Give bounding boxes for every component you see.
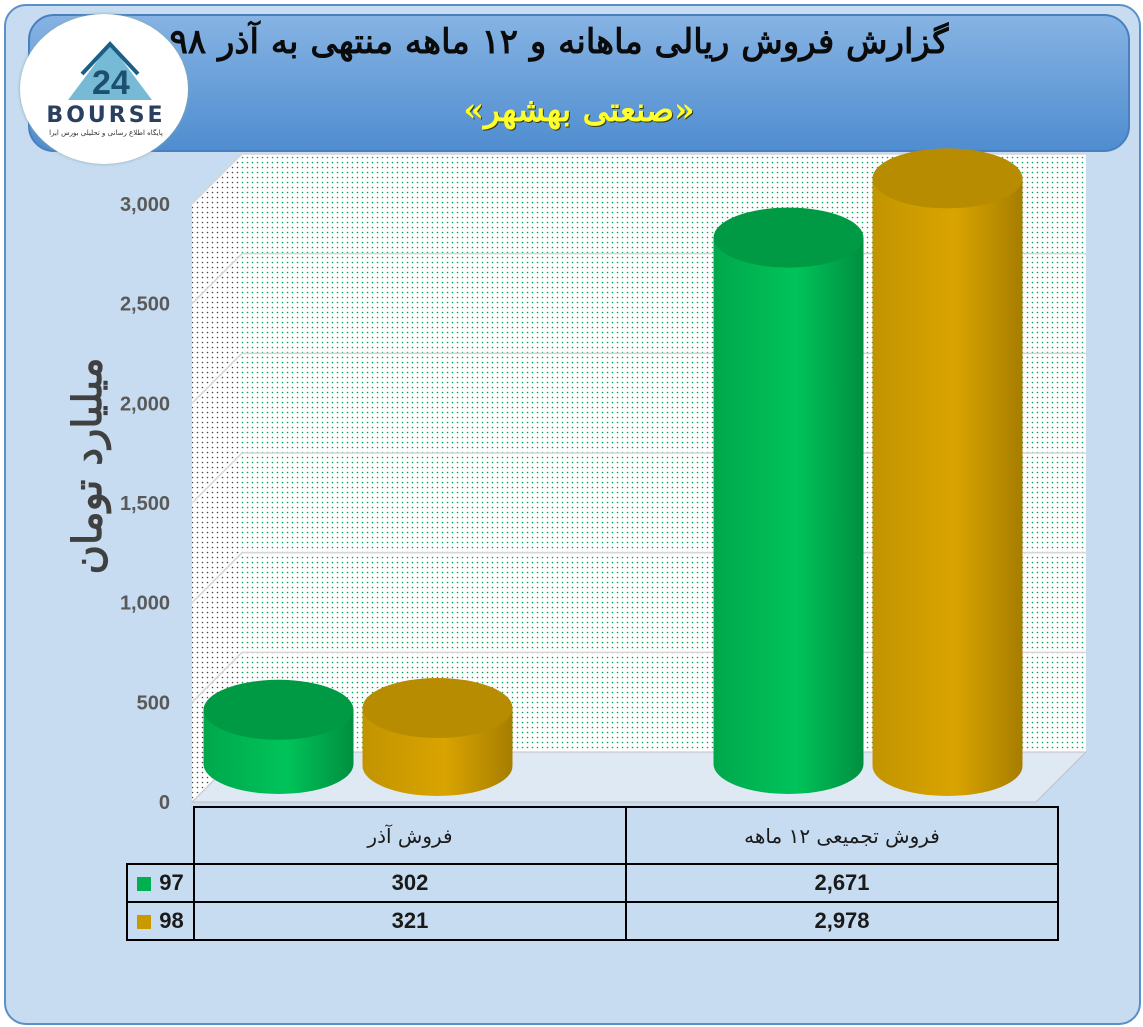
- bar-body: [872, 178, 1023, 797]
- gridline: [191, 452, 243, 504]
- y-axis-label: میلیارد تومان: [64, 357, 111, 575]
- logo-wordmark: BOURSE: [46, 103, 166, 128]
- svg-text:24: 24: [92, 64, 130, 102]
- title-banner: گزارش فروش ریالی ماهانه و ۱۲ ماهه منتهی …: [28, 14, 1130, 152]
- legend-label: 98: [159, 908, 184, 933]
- data-label: 2,978: [625, 901, 1059, 941]
- y-tick-label: 0: [159, 792, 170, 814]
- gridline: [191, 352, 243, 404]
- data-table: فروش آذر فروش تجمیعی ۱۲ ماهه 97 302 2,67…: [126, 806, 1059, 941]
- bar-top: [872, 148, 1023, 209]
- table-row: 97 302 2,671: [126, 863, 1059, 903]
- bars: [203, 148, 1023, 797]
- bar: [362, 678, 513, 796]
- gridline: [191, 253, 243, 305]
- bar-chart: 0 500 1,000 1,500 2,000 2,500 3,000: [120, 148, 1088, 814]
- data-label: 321: [193, 901, 627, 941]
- y-tick-label: 3,000: [120, 194, 170, 216]
- bar-top: [713, 207, 864, 268]
- bar-top: [362, 678, 513, 739]
- legend-label: 97: [159, 870, 184, 895]
- chart-frame: گزارش فروش ریالی ماهانه و ۱۲ ماهه منتهی …: [4, 4, 1141, 1025]
- bar-body: [713, 237, 864, 795]
- gridline: [191, 153, 243, 205]
- data-label: 302: [193, 863, 627, 903]
- y-tick-label: 2,000: [120, 393, 170, 415]
- y-tick-label: 500: [137, 692, 170, 714]
- bar: [872, 148, 1023, 797]
- logo-tagline: پایگاه اطلاع رسانی و تحلیلی بورس ایرا: [49, 129, 163, 137]
- legend-swatch: [137, 877, 152, 891]
- data-label: 2,671: [625, 863, 1059, 903]
- chart-subtitle: «صنعتی بهشهر»: [463, 90, 695, 129]
- table-corner: [127, 807, 195, 865]
- x-tick-label: فروش تجمیعی ۱۲ ماهه: [625, 806, 1059, 865]
- bar: [203, 679, 354, 795]
- legend-entry-98: 98: [126, 901, 195, 941]
- y-tick-label: 2,500: [120, 294, 170, 316]
- x-tick-label: فروش آذر: [193, 806, 627, 865]
- gridline: [191, 651, 243, 703]
- bar: [713, 207, 864, 795]
- table-row: 98 321 2,978: [126, 901, 1059, 941]
- logo-mark-icon: 24: [68, 41, 152, 102]
- legend-entry-97: 97: [126, 863, 195, 903]
- table-header-row: فروش آذر فروش تجمیعی ۱۲ ماهه: [127, 806, 1059, 865]
- bourse-logo: 24 BOURSE پایگاه اطلاع رسانی و تحلیلی بو…: [20, 14, 188, 164]
- legend-swatch: [137, 915, 152, 929]
- bar-top: [203, 679, 354, 740]
- gridline: [191, 552, 243, 604]
- y-tick-label: 1,500: [120, 493, 170, 515]
- y-axis-ticks: 0 500 1,000 1,500 2,000 2,500 3,000: [120, 194, 170, 814]
- y-tick-label: 1,000: [120, 593, 170, 615]
